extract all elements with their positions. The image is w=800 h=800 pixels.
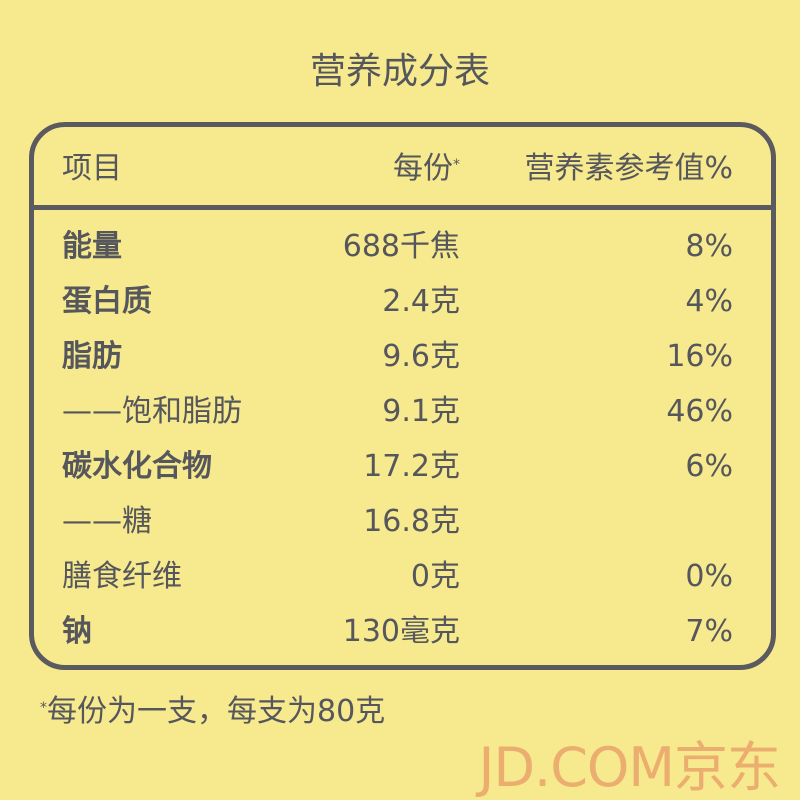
nutrient-name: 钠	[62, 614, 92, 649]
nutrient-nrv: 16%	[666, 339, 733, 374]
nutrient-name: ——饱和脂肪	[62, 394, 242, 429]
jd-watermark: JD.COM京东	[478, 736, 781, 799]
nutrient-name: ——糖	[62, 504, 152, 539]
nutrient-amount: 9.6克	[382, 339, 460, 374]
footnote: *每份为一支，每支为80克	[40, 692, 385, 732]
header-per-serving-label: 每份	[393, 151, 453, 186]
table-row: 蛋白质 2.4克 4%	[34, 282, 771, 337]
table-row: 钠 130毫克 7%	[34, 612, 771, 667]
table-row: 脂肪 9.6克 16%	[34, 337, 771, 392]
nutrient-amount: 2.4克	[382, 284, 460, 319]
nutrient-nrv: 7%	[685, 614, 733, 649]
nutrient-nrv: 8%	[685, 229, 733, 264]
nutrient-amount: 688千焦	[342, 229, 460, 264]
table-header: 项目 每份* 营养素参考值%	[34, 127, 771, 210]
table-row: ——糖 16.8克	[34, 502, 771, 557]
nutrient-name: 碳水化合物	[62, 449, 212, 484]
nutrient-amount: 16.8克	[363, 504, 460, 539]
footnote-mark: *	[453, 157, 460, 173]
nutrient-name: 脂肪	[62, 339, 122, 374]
nutrient-amount: 17.2克	[363, 449, 460, 484]
table-row: 能量 688千焦 8%	[34, 227, 771, 282]
nutrient-amount: 130毫克	[342, 614, 460, 649]
nutrient-nrv: 46%	[666, 394, 733, 429]
nutrition-table: 项目 每份* 营养素参考值% 能量 688千焦 8% 蛋白质 2.4克 4% 脂肪 9.6克 1…	[29, 122, 776, 670]
footnote-mark: *	[40, 700, 47, 716]
nutrient-name: 能量	[62, 229, 122, 264]
nutrient-amount: 9.1克	[382, 394, 460, 429]
nutrient-nrv: 0%	[685, 559, 733, 594]
page-title: 营养成分表	[309, 51, 490, 92]
footnote-text: 每份为一支，每支为80克	[47, 694, 386, 729]
header-nrv: 营养素参考值%	[524, 151, 733, 186]
table-row: 碳水化合物 17.2克 6%	[34, 447, 771, 502]
table-row: 膳食纤维 0克 0%	[34, 557, 771, 612]
nutrient-name: 膳食纤维	[62, 559, 182, 594]
table-row: ——饱和脂肪 9.1克 46%	[34, 392, 771, 447]
nutrient-name: 蛋白质	[62, 284, 152, 319]
header-per-serving: 每份*	[393, 149, 460, 189]
nutrient-amount: 0克	[410, 559, 460, 594]
nutrient-nrv: 6%	[685, 449, 733, 484]
header-item: 项目	[62, 151, 122, 186]
nutrient-nrv: 4%	[685, 284, 733, 319]
